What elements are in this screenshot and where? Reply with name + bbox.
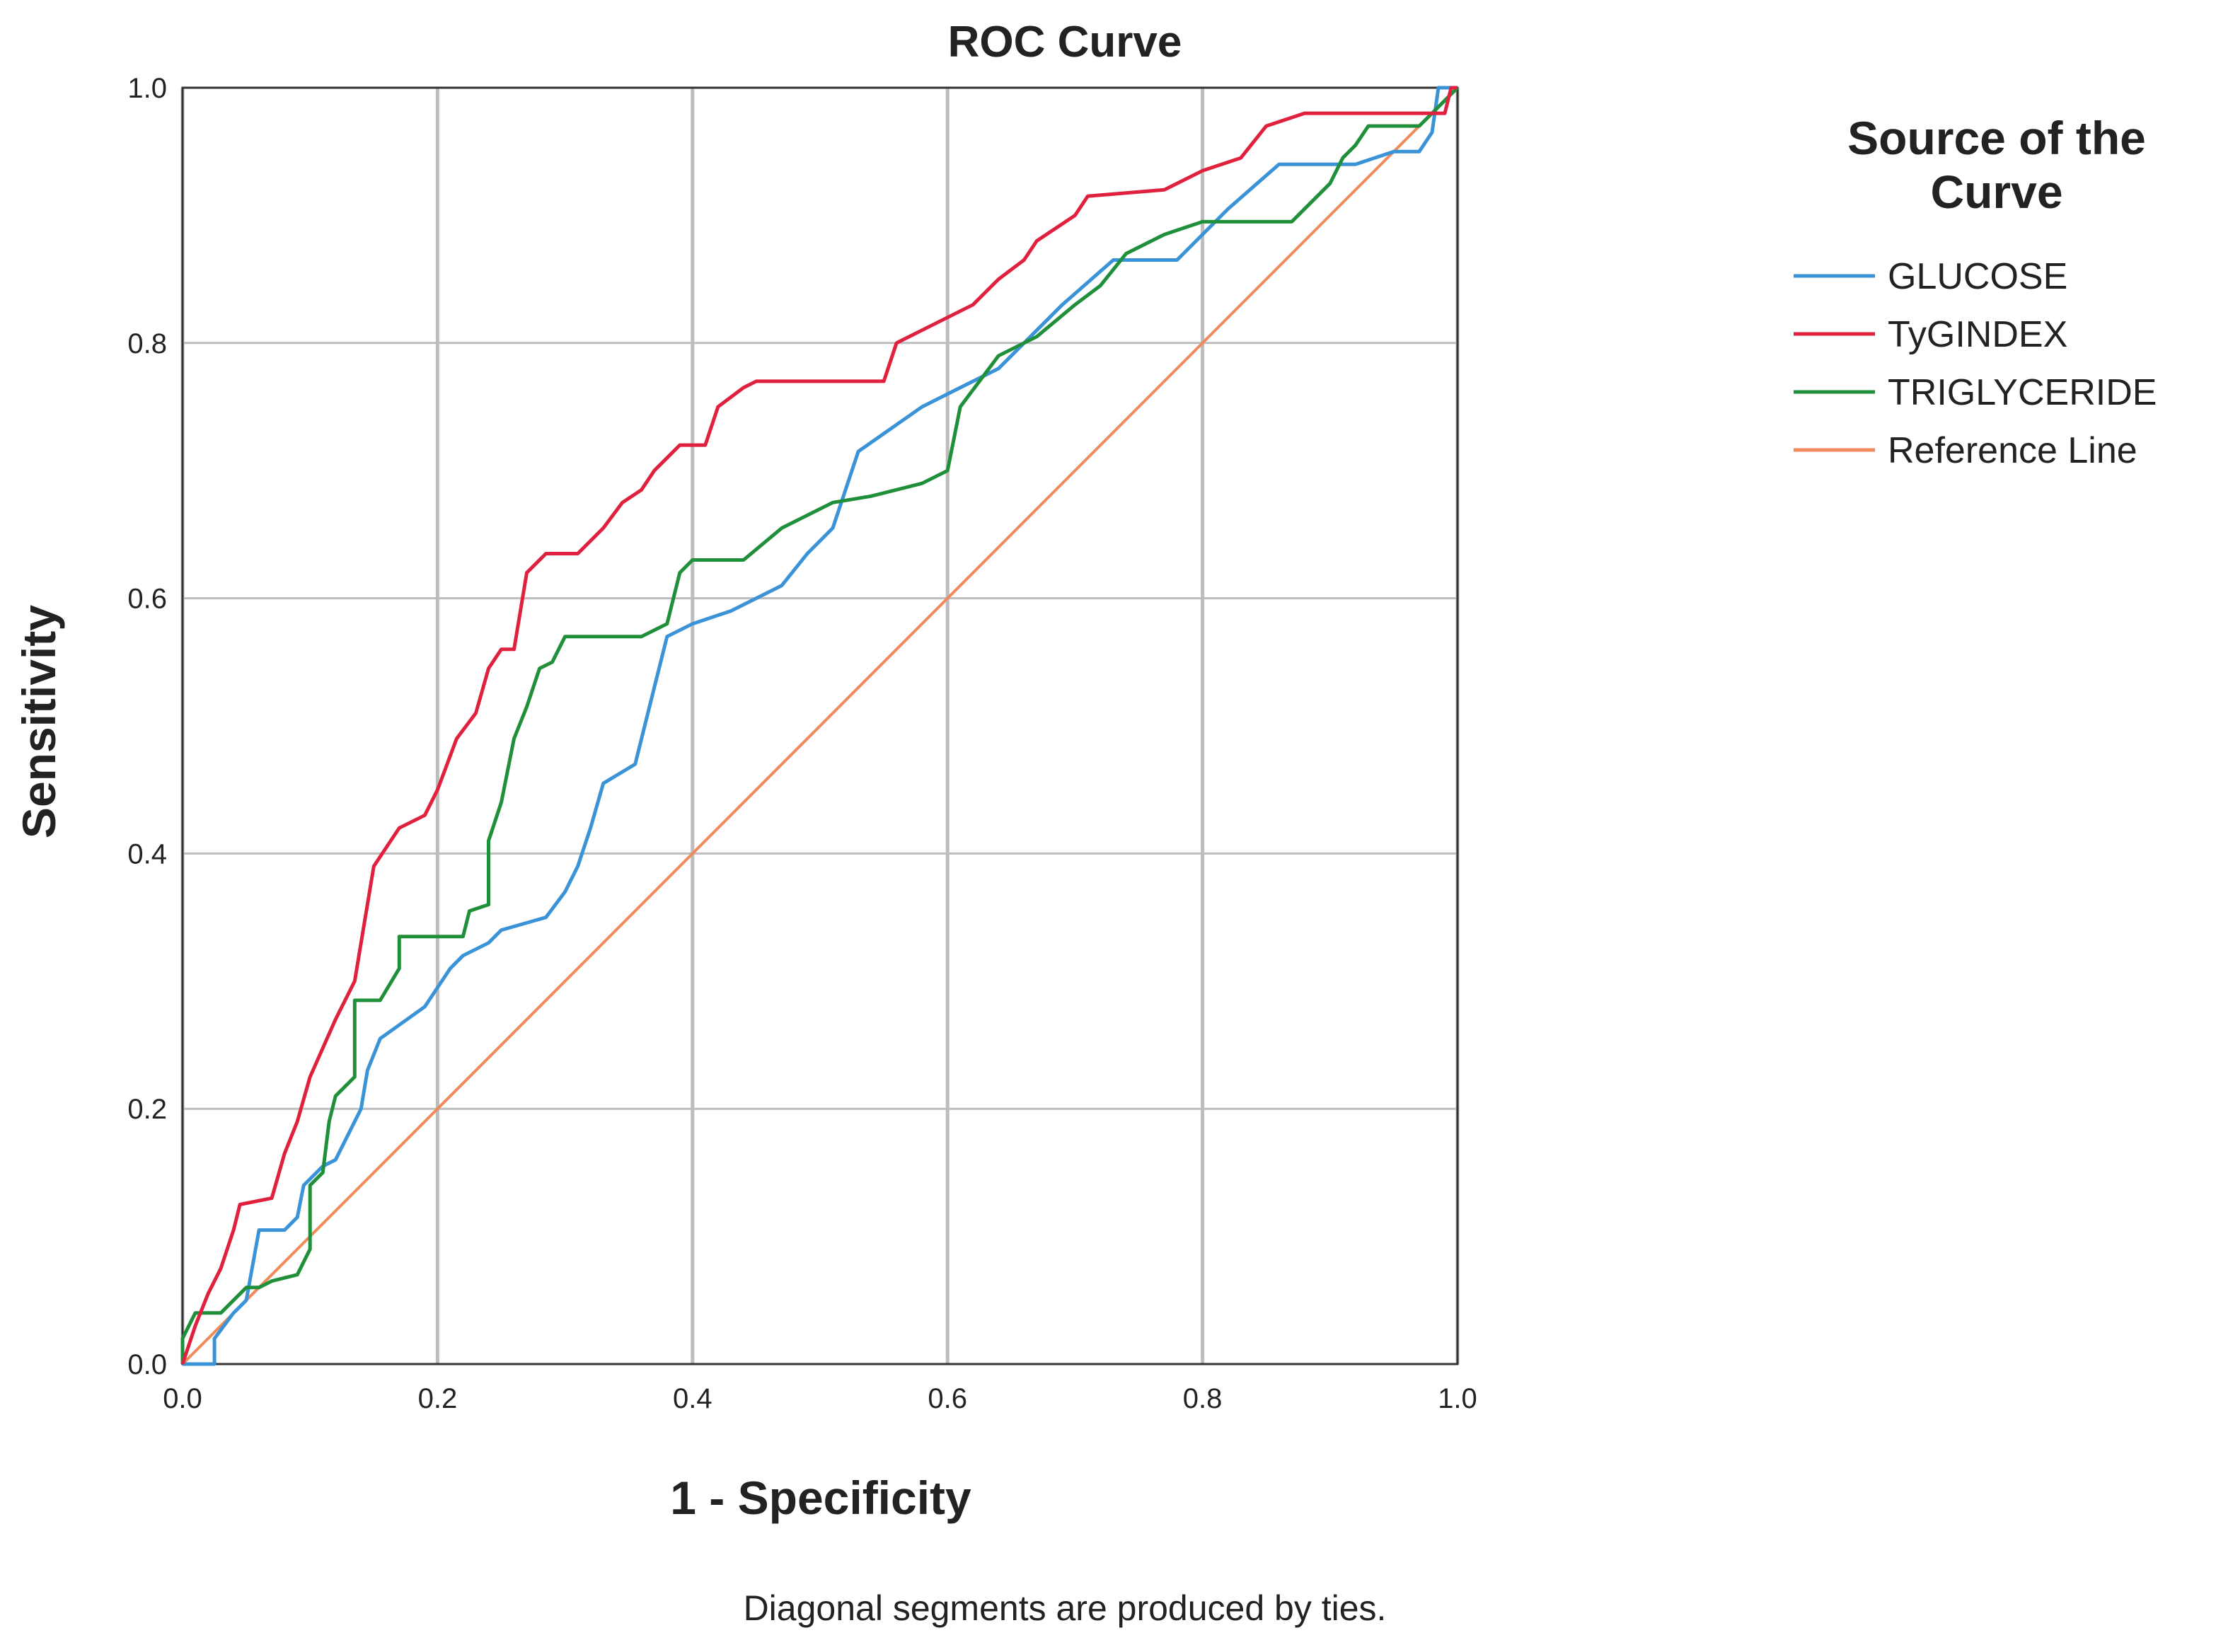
x-tick-label: 1.0 xyxy=(1438,1383,1477,1414)
plot-frame xyxy=(181,86,1459,1365)
y-tick-label: 0.4 xyxy=(127,838,167,870)
series-layer xyxy=(180,86,1459,1366)
y-tick-label: 1.0 xyxy=(127,73,167,104)
footnote: Diagonal segments are produced by ties. xyxy=(744,1588,1387,1628)
x-tick-label: 0.4 xyxy=(673,1383,712,1414)
legend-title-line: Curve xyxy=(1930,166,2062,218)
x-axis-label: 1 - Specificity xyxy=(670,1472,971,1524)
legend-label-tygindex: TyGINDEX xyxy=(1888,314,2067,355)
series-line-triglyceride xyxy=(180,86,1459,1364)
legend-items: GLUCOSE TyGINDEX TRIGLYCERIDE Reference Lin… xyxy=(1794,256,2157,471)
x-tick-label: 0.6 xyxy=(928,1383,967,1414)
legend-title-line: Source of the xyxy=(1847,112,2146,164)
y-tick-label: 0.6 xyxy=(127,584,167,615)
y-tick-label: 0.8 xyxy=(127,328,167,359)
series-line-reference-line xyxy=(181,86,1459,1365)
y-tick-label: 0.2 xyxy=(127,1094,167,1125)
y-tick-labels: 0.0 0.2 0.4 0.6 0.8 1.0 xyxy=(127,73,167,1380)
legend-title: Source of the Curve xyxy=(1847,112,2146,218)
legend-label-glucose: GLUCOSE xyxy=(1888,256,2067,297)
x-tick-label: 0.2 xyxy=(418,1383,458,1414)
series-line-glucose xyxy=(183,86,1458,1366)
series-line-tygindex xyxy=(180,86,1458,1365)
y-tick-label: 0.0 xyxy=(127,1349,167,1380)
x-tick-label: 0.8 xyxy=(1183,1383,1223,1414)
legend-label-triglyceride: TRIGLYCERIDE xyxy=(1888,372,2157,413)
chart-title: ROC Curve xyxy=(948,18,1182,67)
x-tick-labels: 0.0 0.2 0.4 0.6 0.8 1.0 xyxy=(163,1383,1477,1414)
legend: Source of the Curve GLUCOSE TyGINDEX TRIGLY… xyxy=(1794,112,2157,471)
x-tick-label: 0.0 xyxy=(163,1383,202,1414)
y-axis-label: Sensitivity xyxy=(13,605,65,838)
legend-label-reference-line: Reference Line xyxy=(1888,430,2137,471)
